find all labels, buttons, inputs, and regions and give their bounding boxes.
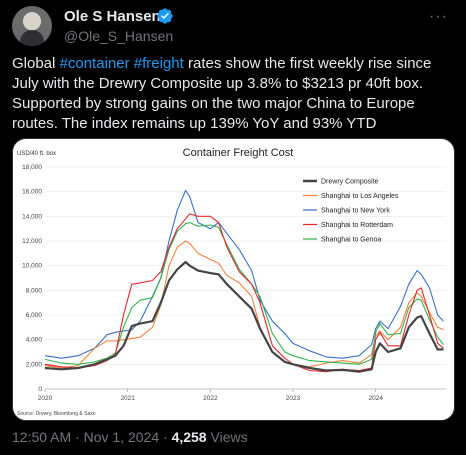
- series-line: [44, 213, 444, 373]
- y-tick-label: 14,000: [22, 213, 42, 220]
- tweet-text-body: rates show the first weekly rise since J…: [12, 55, 432, 132]
- y-tick-label: 10,000: [22, 263, 42, 270]
- legend-label: Shanghai to New York: [321, 208, 390, 215]
- legend-label: Shanghai to Genoa: [321, 237, 381, 244]
- series-line: [44, 240, 444, 369]
- chart-legend: Drewry Composite Shanghai to Los Angeles S…: [303, 179, 399, 244]
- series-line: [44, 260, 444, 373]
- more-options-icon[interactable]: ···: [429, 8, 448, 25]
- tweet-date[interactable]: Nov 1, 2024: [83, 429, 160, 445]
- tweet-text-prefix: Global: [12, 55, 60, 72]
- y-tick-label: 16,000: [22, 189, 42, 196]
- legend-label: Shanghai to Los Angeles: [321, 193, 399, 200]
- meta-separator: ·: [71, 429, 84, 445]
- hashtag-freight[interactable]: #freight: [133, 55, 184, 72]
- tweet-meta: 12:50 AM · Nov 1, 2024 · 4,258 Views: [12, 429, 248, 445]
- chart-title: Container Freight Cost: [183, 147, 294, 159]
- y-tick-label: 2,000: [26, 361, 43, 368]
- x-tick-label: 2022: [203, 395, 218, 402]
- author-handle[interactable]: @Ole_S_Hansen: [64, 28, 174, 44]
- y-axis-label: USD/40 ft. box: [17, 151, 56, 157]
- tweet-time[interactable]: 12:50 AM: [12, 429, 72, 445]
- y-axis-ticks: 0 2,000 4,000 6,000 8,000 10,000 12,000 14,000 1…: [22, 164, 42, 393]
- views-count: 4,258: [171, 429, 207, 445]
- avatar[interactable]: [12, 6, 52, 46]
- y-tick-label: 4,000: [26, 337, 43, 344]
- y-tick-label: 6,000: [26, 312, 43, 319]
- y-tick-label: 18,000: [22, 164, 42, 171]
- chart-image[interactable]: Container Freight Cost USD/40 ft. box So…: [12, 138, 455, 421]
- views-label: Views: [206, 429, 248, 445]
- x-tick-label: 2020: [38, 395, 53, 402]
- verified-badge-icon: [157, 8, 173, 24]
- legend-label: Shanghai to Rotterdam: [321, 222, 393, 229]
- y-tick-label: 8,000: [26, 287, 43, 294]
- freight-cost-chart: Container Freight Cost USD/40 ft. box So…: [17, 147, 446, 417]
- legend-label: Drewry Composite: [321, 179, 379, 186]
- chart-series-lines: [44, 189, 444, 373]
- chart-source: Source: Drewry, Bloomberg & Saxo: [17, 411, 96, 417]
- x-tick-label: 2023: [286, 395, 301, 402]
- meta-separator: ·: [159, 429, 172, 445]
- y-tick-label: 0: [38, 386, 42, 393]
- series-line: [44, 189, 444, 359]
- x-axis-ticks: 2020 2021 2022 2023 2024: [38, 389, 383, 402]
- y-tick-label: 12,000: [22, 238, 42, 245]
- tweet-header: Ole S Hansen @Ole_S_Hansen ···: [12, 6, 454, 46]
- x-tick-label: 2021: [120, 395, 135, 402]
- hashtag-container[interactable]: #container: [59, 55, 130, 72]
- x-tick-label: 2024: [368, 395, 383, 402]
- tweet-text: Global #container #freight rates show th…: [12, 54, 458, 134]
- author-name[interactable]: Ole S Hansen: [64, 8, 161, 25]
- series-line: [44, 221, 444, 365]
